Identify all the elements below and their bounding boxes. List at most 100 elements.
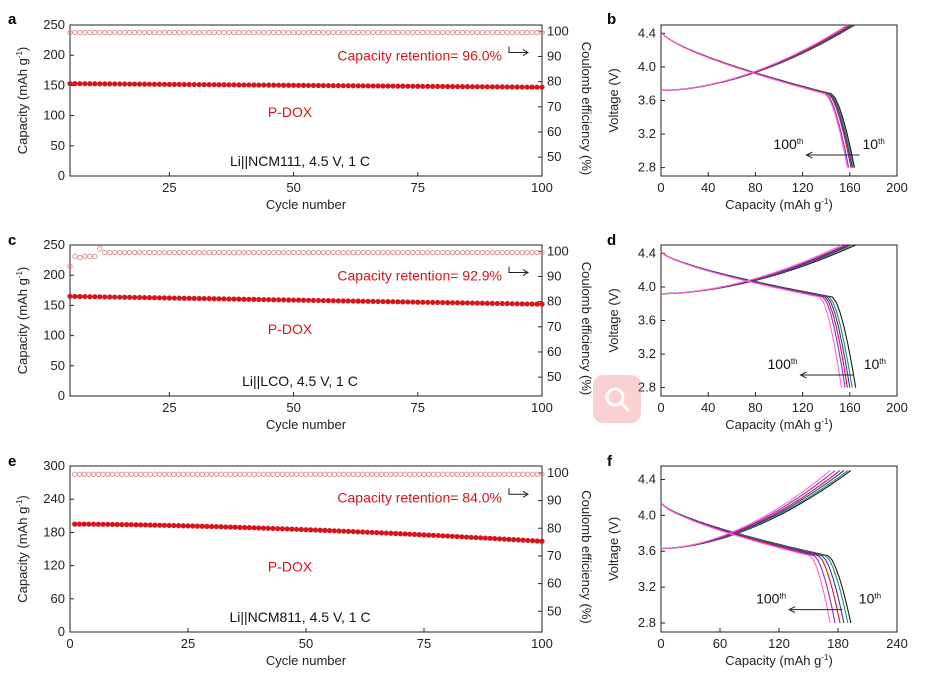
y-tick-label: 4.4 <box>638 245 656 260</box>
efficiency-point <box>142 471 149 477</box>
x-tick-label: 60 <box>713 636 727 651</box>
capacity-point <box>504 84 510 90</box>
capacity-point <box>290 82 297 88</box>
capacity-point <box>227 524 234 530</box>
y2-tick-label: 80 <box>547 294 561 309</box>
efficiency-point <box>221 249 227 256</box>
efficiency-point <box>223 471 229 477</box>
efficiency-point <box>191 29 197 36</box>
efficiency-point <box>185 471 191 477</box>
capacity-point <box>335 83 341 89</box>
electrolyte-label: P-DOX <box>268 104 313 120</box>
retention-label: Capacity retention= 84.0% <box>337 489 502 505</box>
efficiency-point <box>107 29 113 36</box>
efficiency-point <box>335 249 341 256</box>
capacity-point <box>82 293 88 300</box>
efficiency-point <box>206 249 212 256</box>
charge-curve-30th <box>660 244 853 295</box>
efficiency-series <box>67 246 545 270</box>
capacity-point <box>122 81 128 87</box>
capacity-point <box>221 296 227 302</box>
capacity-point <box>146 295 153 301</box>
efficiency-point <box>232 471 238 477</box>
capacity-point <box>445 83 451 90</box>
efficiency-point <box>355 29 361 36</box>
capacity-point <box>303 527 309 533</box>
efficiency-point <box>156 29 163 36</box>
retention-label: Capacity retention= 96.0% <box>337 48 502 64</box>
discharge-curve-30th <box>660 502 849 624</box>
efficiency-point <box>449 29 456 36</box>
capacity-point <box>92 81 98 87</box>
efficiency-point <box>430 29 436 36</box>
capacity-point <box>482 535 488 541</box>
capacity-point <box>141 294 148 301</box>
capacity-point <box>196 295 202 302</box>
y-tick-label: 0 <box>58 388 65 403</box>
capacity-point <box>380 298 386 305</box>
efficiency-point <box>289 471 295 477</box>
efficiency-point <box>206 29 212 36</box>
capacity-point <box>499 84 505 90</box>
y2-tick-label: 80 <box>547 74 561 89</box>
efficiency-point <box>156 249 163 256</box>
capacity-point <box>122 294 128 300</box>
capacity-point <box>519 84 525 90</box>
efficiency-point <box>90 471 97 477</box>
capacity-point <box>138 522 144 528</box>
x-tick-label: 0 <box>657 400 664 415</box>
capacity-point <box>514 84 520 90</box>
panel-letter-a: a <box>8 11 17 28</box>
efficiency-point <box>95 471 101 477</box>
y-tick-label: 50 <box>51 358 65 373</box>
capacity-point <box>289 526 295 532</box>
discharge-curve-100th <box>660 502 831 624</box>
capacity-point <box>97 81 103 87</box>
capacity-point <box>496 536 503 542</box>
discharge-curve-50th <box>660 251 851 388</box>
axis-arrow <box>508 488 527 495</box>
capacity-point <box>216 82 222 88</box>
efficiency-point <box>499 29 505 36</box>
capacity-point <box>355 298 361 304</box>
capacity-point <box>335 298 341 304</box>
capacity-point <box>430 299 436 305</box>
efficiency-point <box>340 29 346 36</box>
capacity-point <box>435 83 441 90</box>
capacity-point <box>166 522 172 529</box>
capacity-point <box>286 82 292 88</box>
charge-curve-100th <box>660 24 848 91</box>
efficiency-point <box>340 249 346 256</box>
capacity-point <box>360 529 366 535</box>
capacity-point <box>76 521 83 527</box>
efficiency-point <box>459 29 466 36</box>
efficiency-point <box>109 471 116 477</box>
efficiency-point <box>72 471 78 477</box>
capacity-point <box>375 83 381 89</box>
capacity-point <box>529 301 535 307</box>
efficiency-point <box>199 471 205 477</box>
charge-curve-70th <box>660 24 852 91</box>
efficiency-point <box>511 471 517 477</box>
efficiency-point <box>285 249 292 256</box>
efficiency-point <box>122 249 128 256</box>
capacity-point <box>415 299 421 305</box>
efficiency-point <box>176 249 182 256</box>
efficiency-point <box>136 249 143 256</box>
efficiency-point <box>326 471 333 477</box>
capacity-point <box>390 299 396 305</box>
capacity-point <box>525 537 531 544</box>
efficiency-point <box>157 471 163 477</box>
capacity-point <box>449 533 455 539</box>
capacity-point <box>157 522 163 528</box>
efficiency-point <box>211 29 217 36</box>
efficiency-point <box>171 29 177 36</box>
efficiency-point <box>320 29 327 36</box>
efficiency-point <box>180 471 186 477</box>
efficiency-point <box>360 29 366 36</box>
efficiency-point <box>529 29 535 36</box>
efficiency-point <box>256 249 262 256</box>
capacity-point <box>511 537 517 543</box>
y-tick-label: 0 <box>58 624 65 639</box>
efficiency-point <box>534 471 540 477</box>
